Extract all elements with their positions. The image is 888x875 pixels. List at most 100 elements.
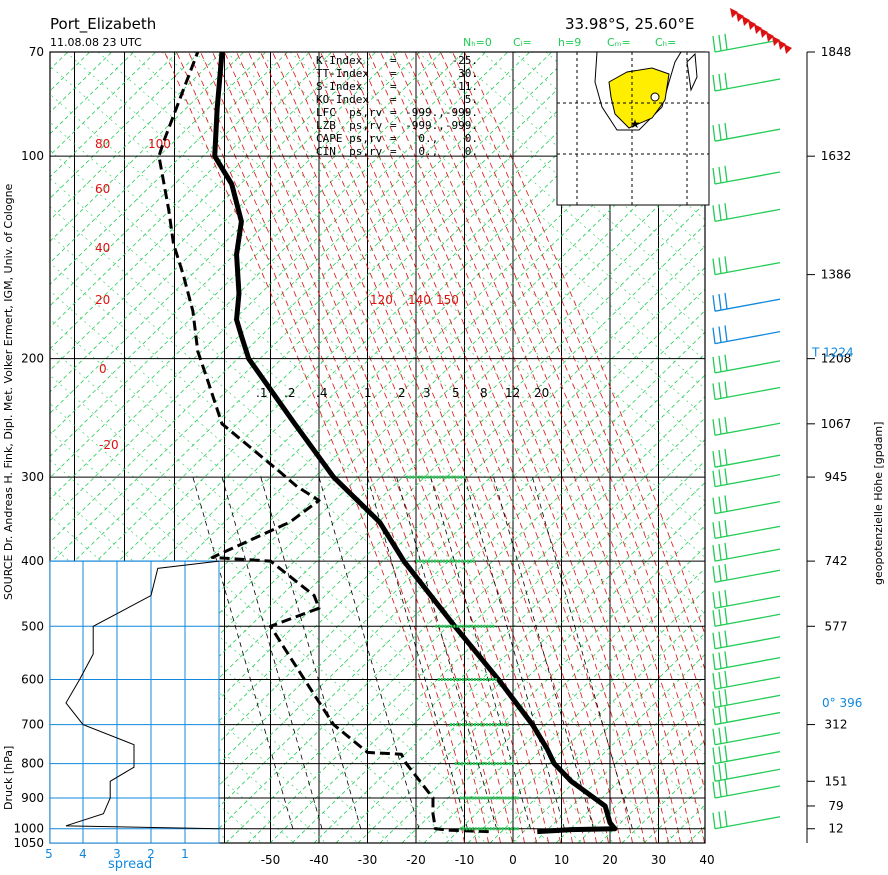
index-value: -25. <box>451 54 479 67</box>
isentrope <box>289 52 705 418</box>
wind-barb <box>714 331 781 345</box>
dry-adiabat <box>50 52 487 479</box>
dry-adiabat <box>50 52 333 328</box>
wind-barb-flag <box>718 382 722 399</box>
wind-barb-flag <box>724 325 728 342</box>
dry-adiabat <box>335 481 705 843</box>
wind-barb-flag <box>718 609 722 626</box>
wind-barb-flag <box>718 543 722 561</box>
dry-adiabat <box>401 546 705 843</box>
wind-barb-flag <box>724 72 728 89</box>
mixing-ratio-line <box>396 476 497 829</box>
wind-barb <box>714 298 781 312</box>
moist-adiabat <box>416 52 705 793</box>
spread-curve <box>65 560 220 830</box>
wind-barb <box>714 785 781 799</box>
wind-barb-flag <box>712 497 716 514</box>
dry-adiabat <box>50 52 641 629</box>
wind-barb <box>714 816 781 830</box>
height-tick-label: 742 <box>825 554 848 568</box>
wind-barb-flag <box>712 167 716 185</box>
height-axis-label: geopotenzielle Höhe [gpdam] <box>872 421 885 585</box>
mixing-ratio-line <box>318 476 420 829</box>
wind-barb <box>714 171 781 185</box>
wind-barb-flag <box>718 565 722 582</box>
wind-barb-flag <box>724 779 728 796</box>
wind-barb-flag <box>724 608 728 625</box>
isentrope <box>50 121 705 699</box>
spread-tick-label: 5 <box>45 847 53 861</box>
height-tick-label: 577 <box>825 619 848 633</box>
wind-barb-flag <box>718 124 722 141</box>
index-name: CAPE ps,rv <box>316 132 383 145</box>
mixing-ratio-line <box>367 476 468 829</box>
index-value: -999.,-999. <box>405 119 478 132</box>
wind-barb-flag <box>712 691 716 708</box>
isentrope <box>353 52 705 361</box>
theta-label: 60 <box>95 182 110 196</box>
dry-adiabat <box>50 52 619 608</box>
index-value: 0., 0. <box>418 132 478 145</box>
moist-adiabat <box>452 52 705 671</box>
wind-barb <box>714 386 781 401</box>
wind-barb-flag <box>712 566 716 583</box>
mixing-ratio-label: 1 <box>364 386 372 400</box>
station-name: Port_Elizabeth <box>50 15 157 33</box>
cloud-label: Cₗ= <box>513 36 532 49</box>
dry-adiabat <box>445 589 705 843</box>
index-name: CIN ps,rv <box>316 145 383 158</box>
isentrope <box>385 52 705 333</box>
inset-map: ★ <box>556 51 710 206</box>
moist-adiabat <box>284 52 585 843</box>
wind-barb <box>714 750 781 765</box>
pressure-tick-label: 900 <box>21 791 44 805</box>
pressure-tick-label: 300 <box>21 470 44 484</box>
wind-barb-flag <box>712 673 716 690</box>
isentrope <box>321 52 705 390</box>
wind-barb-flag <box>712 522 716 539</box>
wind-barb-flag <box>724 670 728 687</box>
station-coords: 33.98°S, 25.60°E <box>565 15 695 33</box>
index-separator: = <box>390 119 397 132</box>
temperature-tick-label: 30 <box>651 853 666 867</box>
wind-barb <box>714 360 781 374</box>
mixing-ratio-line <box>260 476 362 829</box>
moist-adiabat <box>344 52 645 843</box>
spread-tick-label: 3 <box>113 847 121 861</box>
wind-barb-flag <box>712 545 716 562</box>
dry-adiabat <box>50 52 179 178</box>
dry-adiabat <box>50 52 465 457</box>
wind-barb-flag <box>724 542 728 559</box>
tropopause-label: T 1224 <box>811 346 854 360</box>
dry-adiabat <box>50 52 597 586</box>
height-tick-label: 12 <box>828 822 843 836</box>
wind-barb-flag <box>724 745 728 762</box>
dry-adiabat <box>203 353 705 843</box>
isentrope <box>50 150 705 727</box>
wind-barb-flag <box>718 73 722 90</box>
wind-barb-flag <box>724 448 728 466</box>
height-tick-label: 79 <box>828 799 843 813</box>
source-credit: SOURCE Dr. Andreas H. Fink, Dipl. Met. V… <box>2 183 15 600</box>
wind-barb <box>714 39 781 53</box>
isentrope <box>161 52 705 530</box>
dry-adiabat <box>50 52 531 522</box>
dry-adiabat <box>50 52 663 651</box>
theta-label: 80 <box>95 137 110 151</box>
sounding-datetime: 11.08.08 23 UTC <box>50 36 142 49</box>
index-name: TT-Index <box>316 67 369 80</box>
wind-pennant <box>778 40 786 50</box>
wind-pennant <box>748 20 756 30</box>
wind-pennant <box>736 12 744 22</box>
isentrope <box>50 178 705 755</box>
wind-barb-flag <box>712 632 716 649</box>
pressure-tick-label: 700 <box>21 718 44 732</box>
moist-adiabat <box>248 52 549 843</box>
svg-text:★: ★ <box>630 117 641 131</box>
isentrope <box>97 52 705 586</box>
moist-adiabat <box>212 52 513 843</box>
wind-barb-flag <box>712 356 716 373</box>
height-tick-label: 1848 <box>821 45 852 59</box>
wind-barb <box>714 569 781 583</box>
